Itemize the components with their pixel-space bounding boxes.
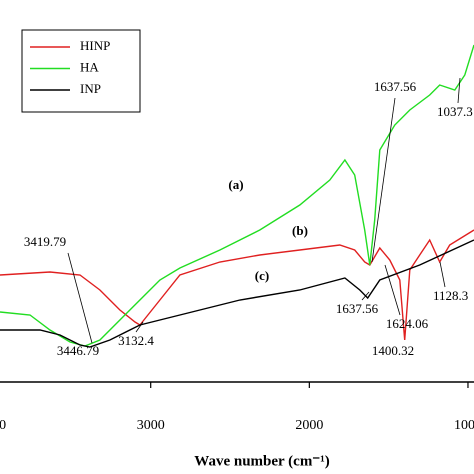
x-tick-label: 2000	[295, 418, 323, 433]
annotation: 1037.3	[437, 104, 473, 119]
annotation: 3132.4	[118, 333, 154, 348]
annotation-leader	[135, 321, 144, 333]
x-tick-label: 3000	[137, 418, 165, 433]
annotation: (b)	[292, 223, 308, 238]
annotation: 1637.56	[336, 301, 379, 316]
spectrum-line	[0, 229, 474, 341]
annotation: 1400.32	[372, 343, 414, 358]
x-tick-label: 1000	[454, 418, 474, 433]
legend-label: HINP	[80, 38, 110, 53]
legend-label: INP	[80, 81, 101, 96]
annotation-leader	[457, 77, 461, 104]
annotation-leader	[67, 252, 93, 344]
annotation: (a)	[228, 177, 243, 192]
annotation: 3419.79	[24, 234, 66, 249]
annotation: 1637.56	[374, 79, 417, 94]
annotation-leader	[439, 261, 446, 288]
annotation: (c)	[255, 268, 269, 283]
annotation: 1128.3	[433, 288, 468, 303]
annotation-leader	[361, 291, 370, 301]
x-tick-label: 4000	[0, 418, 6, 433]
annotation-leader	[384, 264, 401, 316]
spectrum-line	[0, 239, 474, 348]
x-axis-title: Wave number (cm⁻¹)	[194, 453, 329, 469]
legend-label: HA	[80, 59, 99, 74]
annotation: 1624.06	[386, 316, 429, 331]
annotation: 3446.79	[57, 343, 99, 358]
annotation-leader	[371, 97, 396, 263]
spectrum-line	[0, 44, 474, 347]
legend-box	[21, 29, 141, 113]
